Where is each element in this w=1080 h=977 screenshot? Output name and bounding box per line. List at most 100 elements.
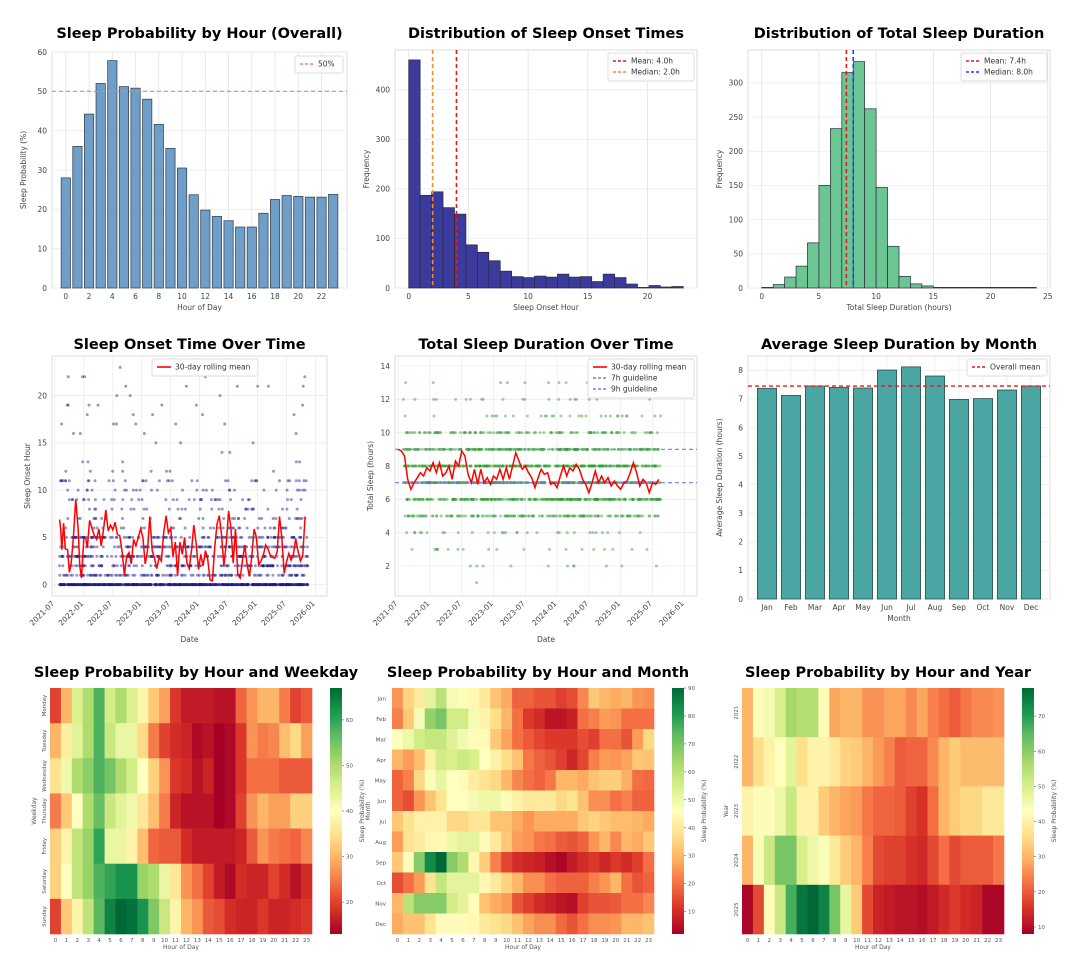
data-point <box>289 583 293 587</box>
y-tick-label: May <box>375 778 387 784</box>
data-point <box>518 447 522 451</box>
data-point <box>153 583 157 587</box>
data-point <box>115 573 119 577</box>
histogram-bin-7 <box>841 72 854 289</box>
heatmap-cell <box>555 770 567 791</box>
data-point <box>103 583 107 587</box>
data-point <box>241 545 245 549</box>
heatmap-cell <box>512 811 524 832</box>
data-point <box>655 464 659 468</box>
data-point <box>127 564 131 568</box>
data-point <box>565 497 569 501</box>
heatmap-cell <box>829 688 841 738</box>
heatmap-cell <box>523 729 535 750</box>
data-point <box>611 464 615 468</box>
heatmap-cell <box>840 786 852 836</box>
data-point <box>247 498 251 502</box>
data-point <box>519 514 523 518</box>
heatmap-cell <box>490 872 502 894</box>
data-point <box>81 375 85 379</box>
data-point <box>617 531 621 535</box>
heatmap-cell <box>883 835 896 886</box>
data-point <box>71 573 75 577</box>
data-point <box>294 583 298 587</box>
histogram-bin-10 <box>875 187 888 289</box>
data-point <box>645 464 649 468</box>
heatmap-cell <box>490 770 502 791</box>
data-point <box>483 464 487 468</box>
data-point <box>264 583 268 587</box>
x-tick-label: 20 <box>270 938 277 944</box>
data-point <box>522 514 526 518</box>
heatmap-cell <box>392 729 404 750</box>
data-point <box>216 583 220 587</box>
y-tick-label: Jun <box>376 799 386 805</box>
x-tick-label: 15 <box>583 292 593 301</box>
data-point <box>304 479 308 483</box>
data-point <box>111 469 115 473</box>
data-point <box>497 464 501 468</box>
data-point <box>294 431 298 435</box>
data-point <box>626 464 630 468</box>
heatmap-cell <box>435 708 447 730</box>
data-point <box>139 573 143 577</box>
data-point <box>261 564 265 568</box>
data-point <box>618 464 622 468</box>
data-point <box>623 464 627 468</box>
heatmap-cell <box>960 786 972 836</box>
data-point <box>157 479 161 483</box>
heatmap-cell <box>818 688 830 738</box>
heatmap-cell <box>148 758 160 794</box>
data-point <box>434 397 438 401</box>
data-point <box>410 431 414 435</box>
data-point <box>587 397 591 401</box>
bar-hour-9 <box>165 147 176 289</box>
data-point <box>405 497 409 501</box>
data-point <box>495 414 499 418</box>
y-tick-label: 150 <box>729 181 744 190</box>
x-tick-label: 2025-01 <box>230 599 259 628</box>
histogram-bin-20 <box>990 287 1003 289</box>
data-point <box>262 583 266 587</box>
data-point <box>545 464 549 468</box>
data-point <box>218 573 222 577</box>
data-point <box>165 564 169 568</box>
data-point <box>512 497 516 501</box>
data-point <box>66 403 70 407</box>
data-point <box>493 497 497 501</box>
histogram-bin-1 <box>419 194 432 289</box>
data-point <box>283 583 287 587</box>
data-point <box>444 464 448 468</box>
heatmap-cell <box>246 898 258 935</box>
data-point <box>149 469 153 473</box>
data-point <box>65 583 69 587</box>
heatmap-cell <box>490 688 502 709</box>
data-point <box>480 514 484 518</box>
data-point <box>134 583 138 587</box>
data-point <box>589 431 593 435</box>
data-point <box>413 531 417 535</box>
data-point <box>246 498 250 502</box>
data-point <box>158 583 162 587</box>
data-point <box>287 517 291 521</box>
data-point <box>418 497 422 501</box>
data-point <box>551 497 555 501</box>
data-point <box>449 431 453 435</box>
x-tick-label: 10 <box>503 938 510 944</box>
data-point <box>531 464 535 468</box>
data-point <box>410 547 414 551</box>
data-point <box>197 583 201 587</box>
data-point <box>546 564 550 568</box>
data-point <box>145 507 149 511</box>
data-point <box>496 481 500 485</box>
data-point <box>415 514 419 518</box>
data-point <box>179 583 183 587</box>
data-point <box>237 526 241 530</box>
data-point <box>452 497 456 501</box>
data-point <box>504 481 508 485</box>
data-point <box>580 481 584 485</box>
heatmap-cell <box>148 723 160 759</box>
data-point <box>447 447 451 451</box>
data-point <box>251 583 255 587</box>
x-tick-label: 15 <box>908 938 915 944</box>
